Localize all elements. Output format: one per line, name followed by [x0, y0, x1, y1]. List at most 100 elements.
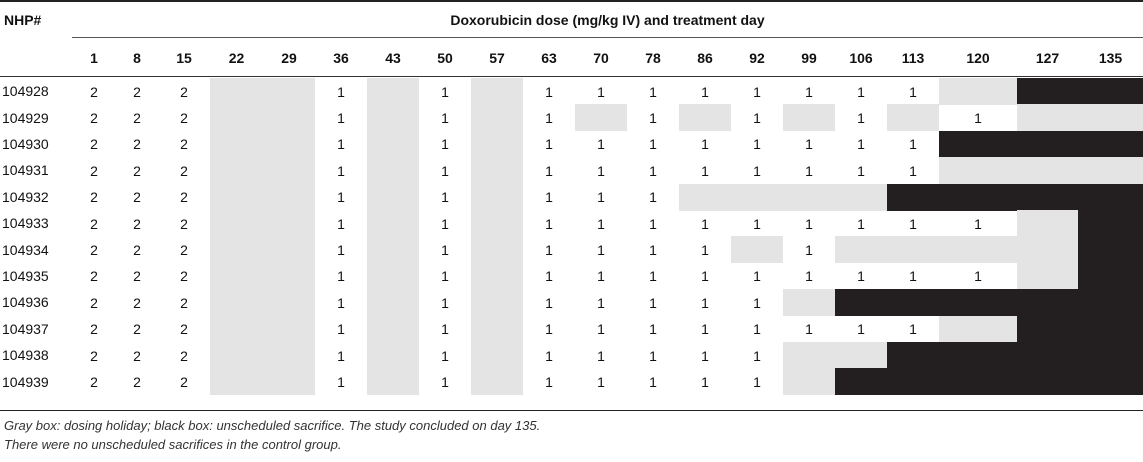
dosing-holiday-cell	[939, 78, 1017, 105]
dose-cell: 1	[649, 294, 657, 311]
nhp-id: 104931	[2, 162, 49, 179]
dose-cell: 2	[133, 136, 141, 153]
unscheduled-sacrifice-cell	[1078, 236, 1143, 264]
dose-cell: 1	[701, 83, 709, 100]
dose-cell: 2	[180, 321, 188, 338]
dosing-holiday-cell	[731, 183, 783, 211]
dosing-holiday-cell	[210, 183, 263, 211]
day-header-113: 113	[901, 50, 925, 66]
dose-cell: 2	[133, 321, 141, 338]
day-header-43: 43	[385, 50, 401, 66]
dose-cell: 2	[90, 109, 98, 126]
dose-cell: 1	[441, 321, 449, 338]
dosing-holiday-cell	[263, 210, 315, 237]
dose-cell: 1	[909, 321, 917, 338]
day-header-99: 99	[801, 50, 817, 66]
dose-cell: 1	[701, 215, 709, 232]
dose-cell: 1	[701, 136, 709, 153]
dose-cell: 1	[753, 109, 761, 126]
nhp-id: 104929	[2, 109, 49, 126]
dosing-holiday-cell	[263, 157, 315, 185]
dosing-holiday-cell	[210, 342, 263, 369]
dose-cell: 1	[974, 109, 982, 126]
dose-cell: 2	[90, 215, 98, 232]
dose-cell: 1	[753, 321, 761, 338]
dosing-holiday-cell	[471, 104, 523, 132]
dosing-holiday-cell	[1078, 104, 1143, 132]
dose-cell: 2	[133, 241, 141, 258]
dose-cell: 1	[597, 83, 605, 100]
dose-cell: 1	[545, 294, 553, 311]
unscheduled-sacrifice-cell	[1078, 368, 1143, 396]
nhp-id: 104933	[2, 215, 49, 232]
dosing-holiday-cell	[783, 104, 835, 132]
nhp-id: 104938	[2, 347, 49, 364]
dosing-holiday-cell	[367, 210, 419, 237]
dose-cell: 1	[337, 83, 345, 100]
dose-cell: 1	[597, 294, 605, 311]
dosing-holiday-cell	[939, 315, 1017, 343]
unscheduled-sacrifice-cell	[1078, 262, 1143, 290]
dosing-holiday-cell	[471, 368, 523, 396]
dose-cell: 1	[545, 189, 553, 206]
dosing-holiday-cell	[263, 183, 315, 211]
dose-cell: 1	[805, 215, 813, 232]
dose-cell: 1	[441, 83, 449, 100]
dose-cell: 2	[180, 373, 188, 390]
dosing-holiday-cell	[367, 262, 419, 290]
dose-cell: 1	[753, 268, 761, 285]
dose-cell: 1	[649, 162, 657, 179]
footnote-legend: Gray box: dosing holiday; black box: uns…	[4, 418, 541, 433]
dose-cell: 1	[649, 83, 657, 100]
nhp-column-header: NHP#	[4, 12, 42, 28]
dose-cell: 1	[805, 241, 813, 258]
dosing-holiday-cell	[471, 183, 523, 211]
unscheduled-sacrifice-cell	[1078, 342, 1143, 369]
day-header-29: 29	[281, 50, 297, 66]
dosing-holiday-cell	[1017, 236, 1078, 264]
dose-cell: 2	[133, 215, 141, 232]
dosing-holiday-cell	[210, 210, 263, 237]
dose-cell: 1	[805, 162, 813, 179]
dose-cell: 1	[753, 83, 761, 100]
day-header-92: 92	[749, 50, 765, 66]
dose-cell: 1	[545, 321, 553, 338]
dose-cell: 1	[441, 347, 449, 364]
dose-cell: 1	[649, 321, 657, 338]
dose-cell: 1	[701, 241, 709, 258]
dose-cell: 1	[545, 268, 553, 285]
dose-cell: 1	[441, 241, 449, 258]
dosing-holiday-cell	[210, 157, 263, 185]
day-header-86: 86	[697, 50, 713, 66]
dose-cell: 2	[90, 241, 98, 258]
dose-cell: 2	[180, 109, 188, 126]
dose-cell: 1	[649, 241, 657, 258]
dose-cell: 1	[545, 347, 553, 364]
dose-cell: 1	[649, 347, 657, 364]
dose-cell: 2	[180, 215, 188, 232]
dosing-holiday-cell	[367, 130, 419, 158]
dose-cell: 1	[701, 294, 709, 311]
unscheduled-sacrifice-cell	[1017, 78, 1078, 105]
dose-cell: 1	[857, 215, 865, 232]
dosing-holiday-cell	[210, 78, 263, 105]
dosing-holiday-cell	[731, 236, 783, 264]
dose-cell: 1	[597, 136, 605, 153]
dose-cell: 2	[90, 189, 98, 206]
dose-cell: 1	[597, 373, 605, 390]
dose-cell: 1	[441, 189, 449, 206]
dosing-holiday-cell	[210, 315, 263, 343]
unscheduled-sacrifice-cell	[1017, 368, 1078, 396]
dose-cell: 2	[90, 268, 98, 285]
dosing-holiday-cell	[1017, 262, 1078, 290]
day-header-22: 22	[228, 50, 245, 66]
dose-cell: 1	[857, 83, 865, 100]
dose-header-title: Doxorubicin dose (mg/kg IV) and treatmen…	[450, 12, 765, 28]
dosing-holiday-cell	[263, 78, 315, 105]
unscheduled-sacrifice-cell	[1017, 130, 1078, 158]
dosing-holiday-cell	[263, 368, 315, 396]
unscheduled-sacrifice-cell	[887, 342, 939, 369]
unscheduled-sacrifice-cell	[1017, 315, 1078, 343]
nhp-id: 104934	[2, 241, 49, 258]
dosing-holiday-cell	[471, 210, 523, 237]
